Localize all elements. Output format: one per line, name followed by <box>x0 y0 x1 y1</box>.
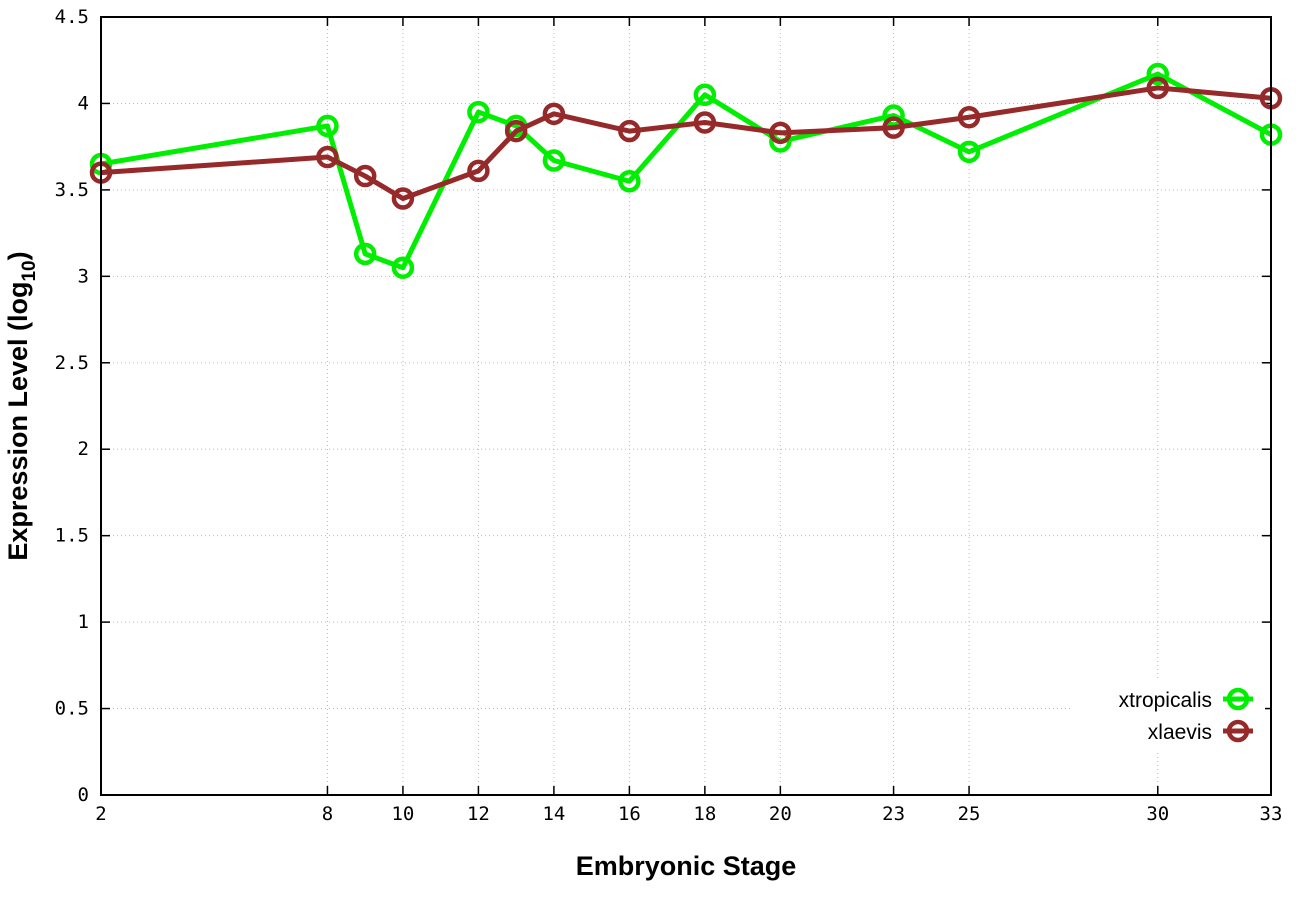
legend: xtropicalis xlaevis <box>1119 687 1253 744</box>
x-tick-label: 16 <box>618 803 641 825</box>
x-tick-label: 18 <box>693 803 716 825</box>
y-tick-label: 3.5 <box>55 179 89 201</box>
data-point-xlaevis <box>1146 76 1170 100</box>
y-tick-label: 0 <box>78 784 89 806</box>
y-tick-label: 2 <box>78 438 89 460</box>
y-tick-label: 4 <box>78 92 89 114</box>
data-point-xlaevis <box>618 119 641 143</box>
data-point-xlaevis <box>391 187 415 210</box>
x-tick-label: 10 <box>391 803 414 825</box>
y-tick-label: 1.5 <box>55 525 89 547</box>
data-point-xlaevis <box>504 119 528 143</box>
data-point-xlaevis <box>882 116 905 139</box>
data-point-xtropicalis <box>618 169 641 193</box>
x-tick-label: 20 <box>769 803 792 825</box>
legend-label-xlaevis: xlaevis <box>1148 721 1212 744</box>
data-point-xlaevis <box>467 159 490 183</box>
x-tick-label: 25 <box>958 803 981 825</box>
data-point-xtropicalis <box>467 100 490 124</box>
data-point-xlaevis <box>542 102 566 126</box>
y-tick-label: 4.5 <box>55 6 89 28</box>
data-point-xtropicalis <box>316 114 339 138</box>
data-point-xlaevis <box>316 145 339 169</box>
axis-ticks: 0 0.5 1 1.5 2 2.5 3 3.5 4 4.5 2 8 10 12 14 16 18 20 23 25 30… <box>55 6 1283 825</box>
y-tick-label: 0.5 <box>55 698 89 720</box>
legend-marker-xlaevis <box>1226 719 1250 743</box>
x-axis-label: Embryonic Stage <box>576 851 797 881</box>
data-point-xlaevis <box>353 164 377 188</box>
y-axis-label: Expression Level (log10) <box>3 251 40 560</box>
y-tick-label: 3 <box>78 265 89 287</box>
x-tick-label: 8 <box>322 803 333 825</box>
data-point-xtropicalis <box>693 83 717 107</box>
x-tick-label: 14 <box>542 803 565 825</box>
data-point-xtropicalis <box>391 256 415 279</box>
data-point-xlaevis <box>693 111 717 134</box>
x-tick-label: 33 <box>1260 803 1283 825</box>
legend-label-xtropicalis: xtropicalis <box>1119 689 1212 712</box>
x-tick-label: 2 <box>95 803 106 825</box>
y-tick-label: 1 <box>78 611 89 633</box>
data-point-xtropicalis <box>1146 62 1170 86</box>
x-tick-label: 12 <box>467 803 490 825</box>
legend-marker-xtropicalis <box>1226 687 1250 711</box>
data-point-xtropicalis <box>957 140 981 164</box>
series-line-xtropicalis <box>100 71 1273 271</box>
data-point-xtropicalis <box>542 149 566 172</box>
plot-frame <box>100 16 1272 796</box>
series-group <box>89 62 1283 279</box>
y-tick-label: 2.5 <box>55 352 89 374</box>
data-point-xtropicalis <box>882 104 905 127</box>
data-point-xlaevis <box>957 106 981 129</box>
data-point-xtropicalis <box>353 242 377 266</box>
x-tick-label: 30 <box>1146 803 1169 825</box>
x-tick-label: 23 <box>882 803 905 825</box>
series-line-xlaevis <box>100 85 1272 202</box>
data-point-xlaevis <box>769 121 792 145</box>
